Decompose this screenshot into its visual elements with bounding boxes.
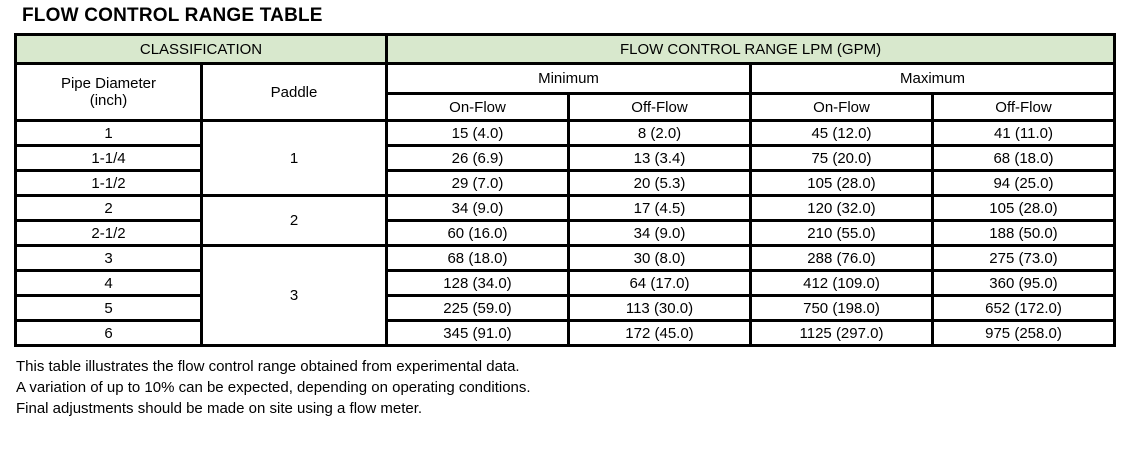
min-on-flow-cell: 15 (4.0)	[385, 119, 570, 147]
table-row: 4 128 (34.0) 64 (17.0) 412 (109.0) 360 (…	[14, 269, 1116, 297]
max-on-flow-cell: 105 (28.0)	[749, 169, 934, 197]
max-on-flow-cell: 210 (55.0)	[749, 219, 934, 247]
minimum-header: Minimum	[385, 62, 752, 95]
table-header-row-sub: On-Flow Off-Flow On-Flow Off-Flow	[16, 92, 1116, 122]
min-off-flow-header: Off-Flow	[567, 92, 752, 122]
pipe-diameter-cell: 4	[14, 269, 203, 297]
max-on-flow-cell: 412 (109.0)	[749, 269, 934, 297]
table-row: 2-1/2 60 (16.0) 34 (9.0) 210 (55.0) 188 …	[14, 219, 1116, 247]
pipe-diameter-cell: 2-1/2	[14, 219, 203, 247]
pipe-diameter-cell: 6	[14, 319, 203, 347]
note-line: This table illustrates the flow control …	[16, 358, 520, 375]
table-row: 6 345 (91.0) 172 (45.0) 1125 (297.0) 975…	[14, 319, 1116, 347]
min-on-flow-cell: 225 (59.0)	[385, 294, 570, 322]
min-off-flow-cell: 17 (4.5)	[567, 194, 752, 222]
min-on-flow-cell: 68 (18.0)	[385, 244, 570, 272]
max-on-flow-cell: 1125 (297.0)	[749, 319, 934, 347]
min-on-flow-cell: 26 (6.9)	[385, 144, 570, 172]
flow-range-header: FLOW CONTROL RANGE LPM (GPM)	[385, 33, 1116, 65]
table-row: 2 2 34 (9.0) 17 (4.5) 120 (32.0) 105 (28…	[14, 194, 1116, 247]
max-on-flow-header: On-Flow	[749, 92, 934, 122]
min-off-flow-cell: 13 (3.4)	[567, 144, 752, 172]
max-off-flow-cell: 652 (172.0)	[931, 294, 1116, 322]
table-row: 1-1/2 29 (7.0) 20 (5.3) 105 (28.0) 94 (2…	[14, 169, 1116, 197]
max-off-flow-cell: 41 (11.0)	[931, 119, 1116, 147]
min-on-flow-cell: 34 (9.0)	[385, 194, 570, 222]
min-on-flow-header: On-Flow	[385, 92, 570, 122]
paddle-cell: 3	[200, 244, 388, 347]
pipe-diameter-header-line1: Pipe Diameter	[60, 75, 157, 92]
max-off-flow-cell: 975 (258.0)	[931, 319, 1116, 347]
min-off-flow-cell: 34 (9.0)	[567, 219, 752, 247]
pipe-diameter-cell: 1-1/2	[14, 169, 203, 197]
max-off-flow-cell: 275 (73.0)	[931, 244, 1116, 272]
pipe-diameter-cell: 5	[14, 294, 203, 322]
max-on-flow-cell: 750 (198.0)	[749, 294, 934, 322]
page-title: FLOW CONTROL RANGE TABLE	[22, 5, 323, 26]
max-off-flow-cell: 360 (95.0)	[931, 269, 1116, 297]
max-off-flow-cell: 188 (50.0)	[931, 219, 1116, 247]
pipe-diameter-cell: 3	[14, 244, 203, 272]
max-off-flow-cell: 68 (18.0)	[931, 144, 1116, 172]
min-off-flow-cell: 64 (17.0)	[567, 269, 752, 297]
max-on-flow-cell: 45 (12.0)	[749, 119, 934, 147]
table-row: 1-1/4 26 (6.9) 13 (3.4) 75 (20.0) 68 (18…	[14, 144, 1116, 172]
notes: This table illustrates the flow control …	[16, 356, 1125, 419]
min-on-flow-cell: 29 (7.0)	[385, 169, 570, 197]
table-header-row-top: CLASSIFICATION FLOW CONTROL RANGE LPM (G…	[14, 33, 1116, 65]
note-line: Final adjustments should be made on site…	[16, 400, 423, 417]
min-off-flow-cell: 8 (2.0)	[567, 119, 752, 147]
classification-header: CLASSIFICATION	[14, 33, 388, 65]
table-row: 5 225 (59.0) 113 (30.0) 750 (198.0) 652 …	[14, 294, 1116, 322]
max-off-flow-header: Off-Flow	[931, 92, 1116, 122]
min-on-flow-cell: 60 (16.0)	[385, 219, 570, 247]
paddle-cell: 1	[200, 119, 388, 197]
pipe-diameter-cell: 1-1/4	[14, 144, 203, 172]
min-on-flow-cell: 345 (91.0)	[385, 319, 570, 347]
min-off-flow-cell: 113 (30.0)	[567, 294, 752, 322]
max-on-flow-cell: 288 (76.0)	[749, 244, 934, 272]
max-on-flow-cell: 75 (20.0)	[749, 144, 934, 172]
flow-control-range-table: CLASSIFICATION FLOW CONTROL RANGE LPM (G…	[14, 33, 1116, 347]
table-row: 3 3 68 (18.0) 30 (8.0) 288 (76.0) 275 (7…	[14, 244, 1116, 347]
table-header-row-mid: Pipe Diameter (inch) Paddle Minimum Maxi…	[14, 62, 1116, 122]
paddle-cell: 2	[200, 194, 388, 247]
pipe-diameter-header: Pipe Diameter (inch)	[14, 62, 203, 122]
min-on-flow-cell: 128 (34.0)	[385, 269, 570, 297]
max-off-flow-cell: 94 (25.0)	[931, 169, 1116, 197]
page: FLOW CONTROL RANGE TABLE CLASSIFICATION …	[14, 5, 1125, 419]
max-on-flow-cell: 120 (32.0)	[749, 194, 934, 222]
min-off-flow-cell: 30 (8.0)	[567, 244, 752, 272]
min-off-flow-cell: 20 (5.3)	[567, 169, 752, 197]
pipe-diameter-cell: 2	[14, 194, 203, 222]
pipe-diameter-cell: 1	[14, 119, 203, 147]
note-line: A variation of up to 10% can be expected…	[16, 379, 531, 396]
max-off-flow-cell: 105 (28.0)	[931, 194, 1116, 222]
min-off-flow-cell: 172 (45.0)	[567, 319, 752, 347]
maximum-header: Maximum	[749, 62, 1116, 95]
pipe-diameter-header-line2: (inch)	[89, 92, 128, 109]
table-row: 1 1 15 (4.0) 8 (2.0) 45 (12.0) 41 (11.0)	[14, 119, 1116, 197]
paddle-header: Paddle	[200, 62, 388, 122]
